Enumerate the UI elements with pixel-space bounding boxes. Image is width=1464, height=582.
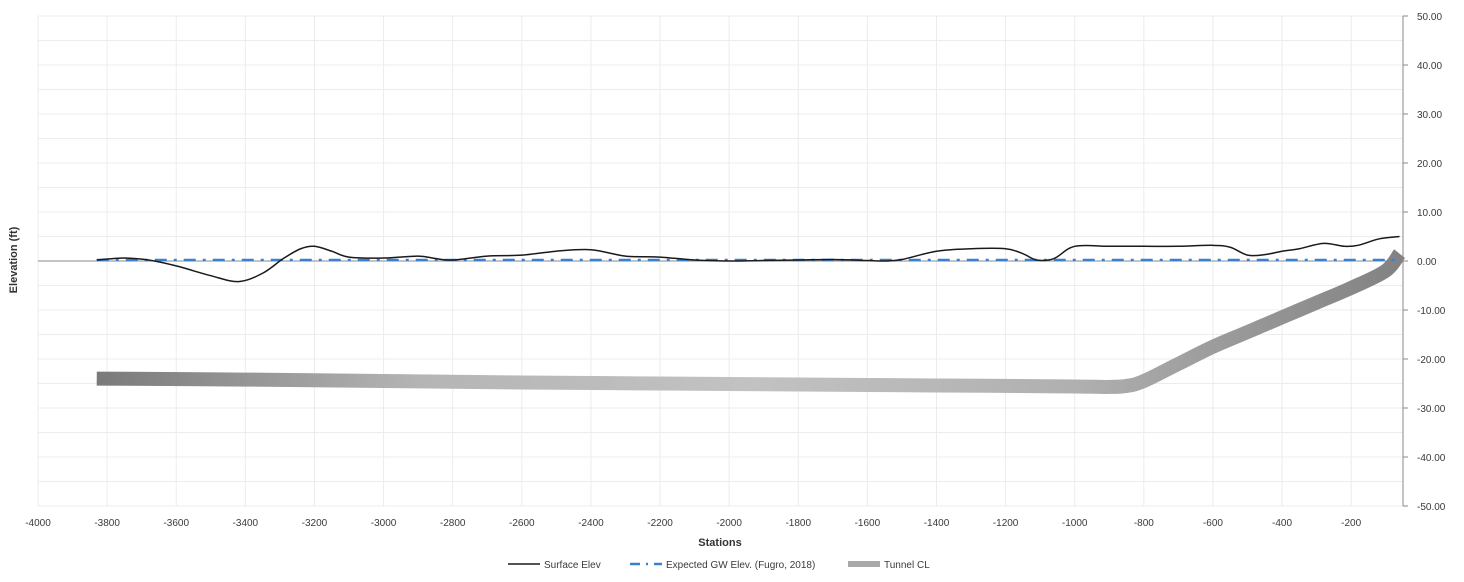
- y-tick-label: 0.00: [1417, 257, 1437, 268]
- x-tick-label: -1000: [1062, 518, 1088, 529]
- x-tick-label: -3000: [371, 518, 397, 529]
- x-tick-label: -2600: [509, 518, 535, 529]
- x-tick-label: -1800: [785, 518, 811, 529]
- x-tick-label: -200: [1341, 518, 1361, 529]
- x-tick-label: -3600: [163, 518, 189, 529]
- legend-label-expected-gw-elev: Expected GW Elev. (Fugro, 2018): [666, 560, 815, 571]
- x-tick-label: -2800: [440, 518, 466, 529]
- y-tick-label: 10.00: [1417, 208, 1442, 219]
- y-tick-label: 20.00: [1417, 159, 1442, 170]
- y-tick-label: -20.00: [1417, 355, 1446, 366]
- series-line-tunnel-cl: [96, 249, 1406, 394]
- y-tick-label: -40.00: [1417, 453, 1446, 464]
- x-axis-title: Stations: [698, 537, 741, 549]
- y-tick-label: -50.00: [1417, 502, 1446, 513]
- x-tick-label: -1400: [924, 518, 950, 529]
- x-tick-label: -1600: [855, 518, 881, 529]
- y-tick-label: -30.00: [1417, 404, 1446, 415]
- x-tick-label: -800: [1134, 518, 1154, 529]
- legend-label-surface-elev: Surface Elev: [544, 560, 601, 571]
- legend: Surface Elev Expected GW Elev. (Fugro, 2…: [508, 560, 930, 571]
- x-tick-label: -2400: [578, 518, 604, 529]
- y-axis-title: Elevation (ft): [8, 226, 20, 293]
- y-tick-label: 40.00: [1417, 61, 1442, 72]
- x-tick-label: -4000: [25, 518, 51, 529]
- x-tick-label: -3200: [302, 518, 328, 529]
- x-tick-label: -2200: [647, 518, 673, 529]
- series: [96, 235, 1406, 394]
- x-tick-label: -3400: [233, 518, 259, 529]
- y-tick-label: 30.00: [1417, 110, 1442, 121]
- series-line-surface-elev: [96, 235, 1400, 283]
- y-tick-label: 50.00: [1417, 12, 1442, 23]
- x-tick-label: -600: [1203, 518, 1223, 529]
- y-tick-label: -10.00: [1417, 306, 1446, 317]
- x-tick-label: -3800: [94, 518, 120, 529]
- x-tick-label: -1200: [993, 518, 1019, 529]
- x-tick-label: -400: [1272, 518, 1292, 529]
- x-tick-label: -2000: [716, 518, 742, 529]
- tick-labels: -4000 -3800 -3600 -3400 -3200 -3000 -2800 -2600…: [25, 12, 1446, 529]
- legend-label-tunnel-cl: Tunnel CL: [884, 560, 930, 571]
